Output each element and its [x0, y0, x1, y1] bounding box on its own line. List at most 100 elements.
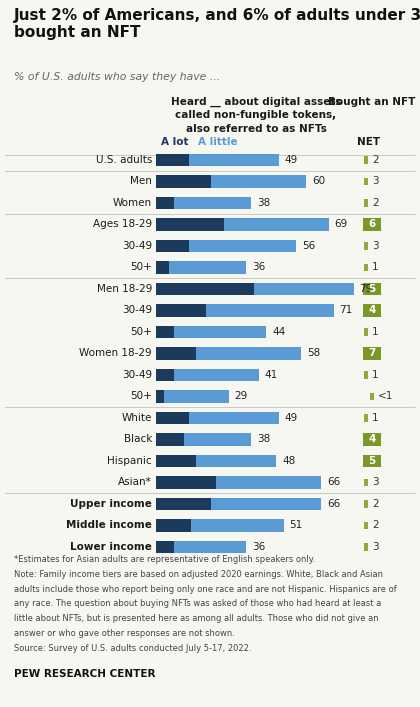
- Text: 38: 38: [257, 198, 270, 208]
- Text: Middle income: Middle income: [66, 520, 152, 530]
- Text: 1: 1: [372, 262, 378, 272]
- Bar: [156, 455, 196, 467]
- Bar: [254, 283, 354, 296]
- Bar: [196, 455, 276, 467]
- Text: 3: 3: [372, 542, 378, 552]
- Text: 6: 6: [368, 219, 375, 230]
- Bar: [173, 325, 266, 339]
- Bar: [363, 304, 381, 317]
- Text: adults include those who report being only one race and are not Hispanic. Hispan: adults include those who report being on…: [14, 585, 397, 594]
- Bar: [364, 329, 368, 336]
- Text: 3: 3: [372, 241, 378, 251]
- Text: 7: 7: [368, 349, 375, 358]
- Text: 30-49: 30-49: [122, 241, 152, 251]
- Text: Source: Survey of U.S. adults conducted July 5-17, 2022.: Source: Survey of U.S. adults conducted …: [14, 644, 252, 653]
- Bar: [364, 544, 368, 551]
- Bar: [364, 479, 368, 486]
- Text: 41: 41: [265, 370, 278, 380]
- Text: 71: 71: [339, 305, 353, 315]
- Text: 2: 2: [372, 520, 378, 530]
- Bar: [156, 519, 191, 532]
- Text: 5: 5: [368, 284, 375, 294]
- Text: 60: 60: [312, 177, 325, 187]
- Bar: [364, 264, 368, 271]
- Bar: [156, 175, 211, 188]
- Text: 38: 38: [257, 435, 270, 445]
- Bar: [206, 304, 333, 317]
- Text: Ages 18-29: Ages 18-29: [93, 219, 152, 230]
- Text: 36: 36: [252, 262, 265, 272]
- Bar: [364, 199, 368, 206]
- Text: 66: 66: [327, 499, 340, 509]
- Bar: [156, 261, 168, 274]
- Bar: [216, 476, 321, 489]
- Text: Just 2% of Americans, and 6% of adults under 30, have
bought an NFT: Just 2% of Americans, and 6% of adults u…: [14, 8, 420, 40]
- Text: little about NFTs, but is presented here as among all adults. Those who did not : little about NFTs, but is presented here…: [14, 614, 378, 623]
- Bar: [168, 261, 246, 274]
- Text: 1: 1: [372, 413, 378, 423]
- Bar: [363, 433, 381, 446]
- Bar: [364, 178, 368, 185]
- Text: 79: 79: [360, 284, 373, 294]
- Bar: [156, 283, 254, 296]
- Text: 1: 1: [372, 370, 378, 380]
- Text: Men: Men: [130, 177, 152, 187]
- Text: 29: 29: [234, 392, 248, 402]
- Text: 50+: 50+: [130, 327, 152, 337]
- Bar: [363, 347, 381, 360]
- Bar: [156, 498, 211, 510]
- Text: 56: 56: [302, 241, 315, 251]
- Text: NET: NET: [357, 137, 381, 147]
- Text: 1: 1: [372, 327, 378, 337]
- Text: 49: 49: [284, 413, 298, 423]
- Bar: [156, 411, 189, 424]
- Bar: [196, 347, 301, 360]
- Text: 3: 3: [372, 477, 378, 488]
- Bar: [189, 153, 278, 166]
- Bar: [173, 541, 246, 554]
- Text: 36: 36: [252, 542, 265, 552]
- Text: <1: <1: [378, 392, 394, 402]
- Bar: [364, 414, 368, 421]
- Text: 2: 2: [372, 499, 378, 509]
- Text: Women: Women: [113, 198, 152, 208]
- Text: Men 18-29: Men 18-29: [97, 284, 152, 294]
- Bar: [364, 501, 368, 508]
- Bar: [363, 455, 381, 467]
- Text: A lot: A lot: [161, 137, 189, 147]
- Text: Black: Black: [123, 435, 152, 445]
- Text: Hispanic: Hispanic: [108, 456, 152, 466]
- Text: 4: 4: [368, 435, 375, 445]
- Bar: [156, 240, 189, 252]
- Text: Upper income: Upper income: [70, 499, 152, 509]
- Bar: [363, 218, 381, 231]
- Bar: [156, 325, 173, 339]
- Text: 49: 49: [284, 155, 298, 165]
- Bar: [184, 433, 251, 446]
- Bar: [156, 476, 216, 489]
- Bar: [211, 498, 321, 510]
- Text: 30-49: 30-49: [122, 305, 152, 315]
- Bar: [363, 283, 381, 296]
- Text: 51: 51: [289, 520, 303, 530]
- Text: 4: 4: [368, 305, 375, 315]
- Text: 48: 48: [282, 456, 295, 466]
- Text: A little: A little: [198, 137, 238, 147]
- Text: White: White: [122, 413, 152, 423]
- Text: Bought an NFT: Bought an NFT: [328, 97, 416, 107]
- Text: *Estimates for Asian adults are representative of English speakers only.: *Estimates for Asian adults are represen…: [14, 555, 315, 564]
- Bar: [364, 243, 368, 250]
- Text: Lower income: Lower income: [70, 542, 152, 552]
- Text: 44: 44: [272, 327, 285, 337]
- Bar: [156, 541, 173, 554]
- Text: Heard __ about digital assets
called non-fungible tokens,
also referred to as NF: Heard __ about digital assets called non…: [171, 97, 341, 134]
- Bar: [156, 218, 223, 231]
- Bar: [156, 347, 196, 360]
- Text: 30-49: 30-49: [122, 370, 152, 380]
- Text: Women 18-29: Women 18-29: [79, 349, 152, 358]
- Text: Note: Family income tiers are based on adjusted 2020 earnings. White, Black and : Note: Family income tiers are based on a…: [14, 570, 383, 579]
- Bar: [211, 175, 306, 188]
- Bar: [173, 368, 258, 382]
- Text: 66: 66: [327, 477, 340, 488]
- Bar: [163, 390, 228, 403]
